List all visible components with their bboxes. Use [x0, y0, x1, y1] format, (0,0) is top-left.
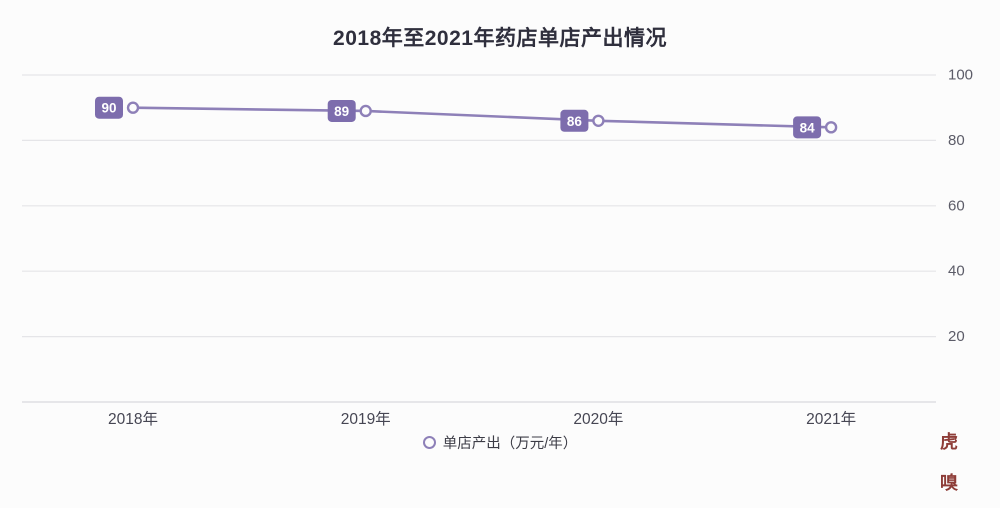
data-point-marker: [592, 114, 605, 127]
y-axis-tick-label: 20: [948, 328, 965, 345]
data-label-badge: [793, 116, 822, 139]
y-axis-tick-label: 40: [948, 263, 965, 280]
chart-title: 2018年至2021年药店单店产出情况: [333, 27, 667, 50]
legend-marker-icon: [422, 436, 436, 449]
data-label-badge: [560, 109, 589, 132]
y-axis-tick-label: 60: [948, 197, 965, 214]
x-axis-tick-label: 2018年: [108, 410, 158, 428]
y-axis-tick-label: 100: [948, 67, 973, 84]
huxiu-logo: 虎 嗅: [940, 432, 958, 494]
data-label: 86: [567, 114, 583, 129]
x-axis-tick-label: 2021年: [806, 410, 856, 428]
data-label-badge: [95, 96, 123, 119]
series-line: [131, 106, 833, 129]
data-point-marker: [359, 104, 372, 118]
x-axis-tick-label: 2019年: [341, 410, 391, 428]
data-label: 84: [800, 120, 816, 135]
data-point-marker: [824, 121, 838, 134]
data-label: 89: [334, 104, 349, 119]
y-axis-tick-label: 80: [948, 132, 965, 149]
x-axis-tick-label: 2020年: [573, 410, 623, 428]
huxiu-logo-char-1: 虎: [940, 431, 958, 452]
data-label-badge: [327, 99, 356, 122]
huxiu-logo-char-2: 嗅: [940, 473, 958, 494]
legend-label: 单店产出（万元/年）: [442, 436, 578, 452]
data-label: 90: [101, 101, 116, 116]
data-point-marker: [126, 101, 140, 114]
legend: 单店产出（万元/年）: [0, 432, 1000, 453]
